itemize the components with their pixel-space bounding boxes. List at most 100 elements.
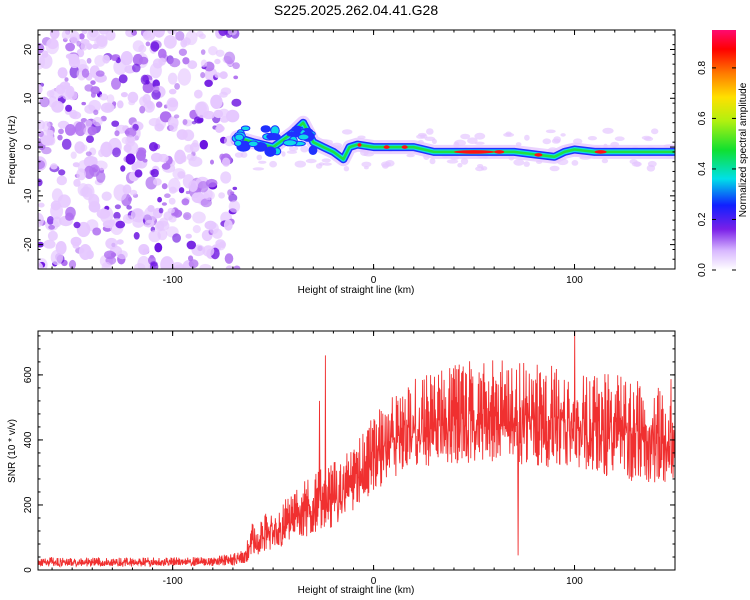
noise-blob xyxy=(68,56,81,68)
noise-blob xyxy=(84,104,96,114)
noise-blob xyxy=(215,49,225,57)
track-cluster xyxy=(308,145,318,155)
noise-blob xyxy=(214,58,221,65)
track-cluster xyxy=(282,139,298,147)
halo-blob xyxy=(258,160,267,164)
y-tick-label: 20 xyxy=(23,44,34,56)
snr-ylabel: SNR (10 * v/v) xyxy=(7,419,18,483)
track-cluster xyxy=(292,125,302,134)
halo-blob xyxy=(454,139,466,147)
noise-blob xyxy=(182,119,188,125)
noise-blob xyxy=(225,265,234,269)
noise-blob xyxy=(50,249,64,266)
noise-blob xyxy=(137,255,150,269)
noise-blob xyxy=(74,141,85,154)
noise-blob xyxy=(154,242,163,253)
noise-blob xyxy=(156,101,163,108)
noise-blob xyxy=(180,154,187,163)
halo-blob xyxy=(460,133,471,140)
noise-blob xyxy=(65,212,74,221)
noise-blob xyxy=(167,72,178,85)
noise-blob xyxy=(192,225,201,234)
noise-blob xyxy=(92,116,103,127)
halo-blob xyxy=(240,151,248,158)
noise-blob xyxy=(164,193,171,198)
noise-blob xyxy=(117,100,124,109)
halo-blob xyxy=(363,166,369,170)
noise-blob xyxy=(39,53,53,69)
noise-blob xyxy=(146,101,154,110)
noise-blob xyxy=(120,51,133,66)
noise-blob xyxy=(81,30,88,35)
noise-blob xyxy=(174,83,181,90)
noise-blob xyxy=(158,48,167,60)
halo-blob xyxy=(318,162,325,166)
noise-blob xyxy=(129,189,138,196)
noise-blob xyxy=(232,62,240,70)
noise-blob xyxy=(215,239,226,248)
noise-blob xyxy=(158,57,166,66)
track-peak xyxy=(383,145,390,149)
noise-blob xyxy=(86,135,94,143)
noise-blob xyxy=(163,35,177,49)
noise-blob xyxy=(69,30,80,44)
noise-blob xyxy=(149,142,158,152)
noise-blob xyxy=(112,147,121,158)
track-cluster xyxy=(266,133,281,141)
noise-blob xyxy=(111,120,120,127)
noise-blob xyxy=(101,261,112,269)
y-tick-label: -10 xyxy=(23,188,34,203)
noise-blob xyxy=(120,92,128,98)
noise-blob xyxy=(138,56,149,65)
colorbar: 0.0 0.2 0.4 0.6 0.8 Normalized spectral ampl… xyxy=(697,30,749,277)
noise-blob xyxy=(208,46,218,56)
noise-blob xyxy=(143,206,157,224)
colorbar-tick-label: 0.6 xyxy=(697,111,708,125)
halo-blob xyxy=(406,153,415,158)
noise-blob xyxy=(117,250,128,260)
noise-blob xyxy=(132,63,141,73)
snr-frame xyxy=(37,330,676,571)
noise-blob xyxy=(222,157,231,167)
halo-blob xyxy=(587,136,598,141)
noise-blob xyxy=(50,163,58,170)
halo-blob xyxy=(300,145,309,153)
noise-blob xyxy=(90,80,96,85)
noise-blob xyxy=(96,170,106,183)
noise-blob xyxy=(194,89,203,99)
snr-panel: -100 0 100 0 200 400 600 Height of straight li… xyxy=(7,330,676,596)
noise-blob xyxy=(150,168,159,178)
noise-blob xyxy=(81,101,86,106)
noise-blob xyxy=(128,100,136,106)
halo-blob xyxy=(446,159,459,164)
noise-blob xyxy=(115,220,126,229)
halo-blob xyxy=(429,158,436,165)
noise-blob xyxy=(151,89,161,100)
y-tick-label: 400 xyxy=(23,431,34,448)
noise-blob xyxy=(204,79,213,88)
noise-blob xyxy=(38,262,43,269)
noise-blob xyxy=(100,102,115,113)
track-peak xyxy=(494,150,505,154)
halo-blob xyxy=(288,145,299,152)
noise-blob xyxy=(181,198,190,206)
noise-blob xyxy=(139,105,146,114)
noise-blob xyxy=(173,114,180,119)
halo-blob xyxy=(475,166,485,172)
track-peak xyxy=(454,150,495,154)
noise-blob xyxy=(78,244,92,260)
noise-blob xyxy=(168,197,176,205)
halo-blob xyxy=(641,135,652,140)
halo-blob xyxy=(545,129,556,134)
noise-blob xyxy=(61,138,72,150)
halo-blob xyxy=(294,160,306,168)
noise-blob xyxy=(46,38,59,50)
halo-blob xyxy=(651,128,659,135)
noise-blob xyxy=(88,201,101,213)
noise-blob xyxy=(142,82,154,94)
noise-blob xyxy=(176,129,188,140)
noise-blob xyxy=(136,147,147,156)
halo-blob xyxy=(321,158,331,163)
noise-blob xyxy=(86,57,92,64)
noise-blob xyxy=(161,202,167,206)
